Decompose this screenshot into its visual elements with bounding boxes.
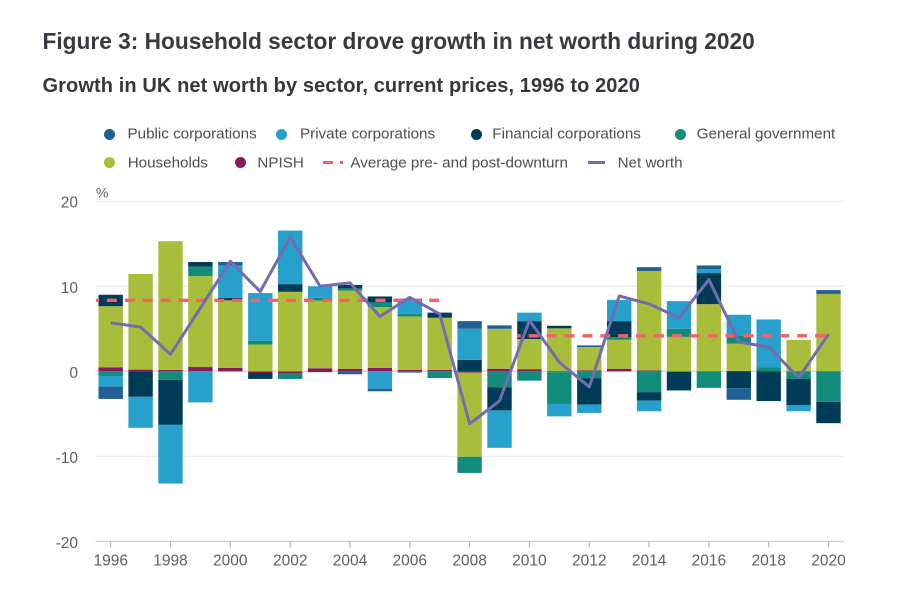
svg-text:-10: -10 [56, 450, 79, 467]
svg-text:2020: 2020 [811, 553, 846, 570]
svg-text:2012: 2012 [572, 553, 606, 570]
svg-text:2000: 2000 [213, 553, 248, 570]
svg-text:2016: 2016 [692, 553, 726, 570]
svg-text:2010: 2010 [512, 553, 547, 570]
svg-text:2006: 2006 [393, 553, 427, 570]
svg-text:20: 20 [61, 195, 79, 212]
svg-text:-20: -20 [56, 535, 79, 552]
svg-text:%: % [96, 185, 108, 201]
svg-text:2008: 2008 [452, 553, 486, 570]
svg-text:2002: 2002 [273, 553, 307, 570]
svg-text:10: 10 [61, 280, 79, 297]
svg-text:2014: 2014 [632, 553, 667, 570]
svg-text:2004: 2004 [333, 553, 368, 570]
svg-text:0: 0 [69, 365, 78, 382]
svg-text:1998: 1998 [153, 553, 187, 570]
svg-text:1996: 1996 [93, 553, 127, 570]
svg-text:2018: 2018 [751, 553, 785, 570]
